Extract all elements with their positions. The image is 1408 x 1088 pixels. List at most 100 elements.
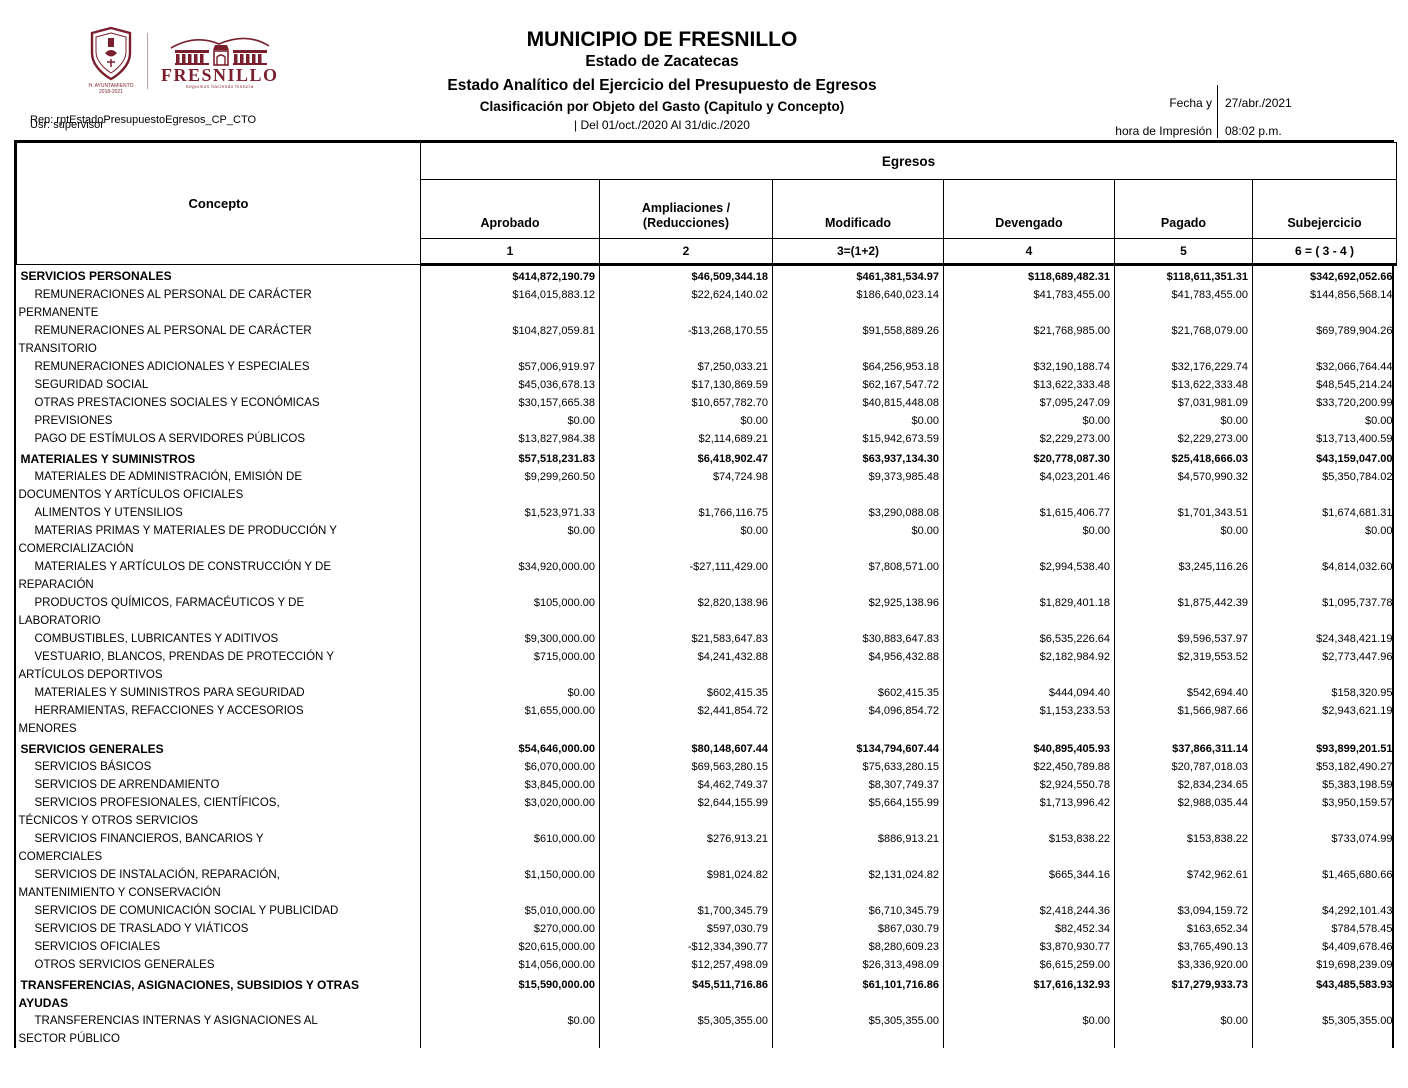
period-text: | Del 01/oct./2020 Al 31/dic./2020	[574, 118, 750, 132]
value-cell: $20,615,000.00	[420, 938, 600, 956]
report-title: Estado Analítico del Ejercicio del Presu…	[447, 77, 877, 94]
concept-cell: ALIMENTOS Y UTENSILIOS	[34, 507, 183, 519]
value-cell: $61,101,716.86	[772, 974, 944, 1012]
table-row: SERVICIOS DE INSTALACIÓN, REPARACIÓN, MA…	[17, 866, 1397, 902]
value-cell: $45,511,716.86	[599, 974, 773, 1012]
table-row: REMUNERACIONES AL PERSONAL DE CARÁCTER P…	[17, 286, 1397, 322]
value-cell: $981,024.82	[599, 866, 773, 902]
value-cell: $37,866,311.14	[1114, 738, 1253, 758]
value-cell: $19,698,239.09	[1251, 956, 1397, 974]
value-cell: $41,783,455.00	[943, 286, 1115, 322]
table-row: OTRAS PRESTACIONES SOCIALES Y ECONÓMICAS…	[17, 394, 1397, 412]
value-cell: $597,030.79	[599, 920, 773, 938]
value-cell: $43,485,583.93	[1251, 974, 1397, 1012]
concept-cell: SERVICIOS FINANCIEROS, BANCARIOS Y COMER…	[18, 833, 264, 863]
value-cell: $153,838.22	[943, 830, 1115, 866]
value-cell: $6,070,000.00	[420, 758, 600, 776]
value-cell: $5,664,155.99	[772, 794, 944, 830]
value-cell: $2,924,550.78	[943, 776, 1115, 794]
table-row: HERRAMIENTAS, REFACCIONES Y ACCESORIOS M…	[17, 702, 1397, 738]
value-cell: $1,875,442.39	[1114, 594, 1253, 630]
value-cell: $25,418,666.03	[1114, 448, 1253, 468]
value-cell: $30,157,665.38	[420, 394, 600, 412]
table-row: COMBUSTIBLES, LUBRICANTES Y ADITIVOS $9,3…	[17, 630, 1397, 648]
print-info-labels: Fecha y hora de Impresión	[1020, 89, 1212, 145]
fresnillo-wordmark: FRESNILLO	[161, 64, 279, 85]
value-cell: $63,937,134.30	[772, 448, 944, 468]
print-date-label: Fecha y	[1169, 96, 1212, 110]
value-cell: $21,768,985.00	[943, 322, 1115, 358]
value-cell: $75,633,280.15	[772, 758, 944, 776]
value-cell: $17,130,869.59	[599, 376, 773, 394]
value-cell: $1,700,345.79	[599, 902, 773, 920]
concept-cell: MATERIALES DE ADMINISTRACIÓN, EMISIÓN DE…	[18, 471, 303, 501]
concept-cell: SERVICIOS DE TRASLADO Y VIÁTICOS	[34, 923, 249, 935]
value-cell: $602,415.35	[599, 684, 773, 702]
table-row: TRANSFERENCIAS INTERNAS Y ASIGNACIONES A…	[17, 1012, 1397, 1048]
table-row: SERVICIOS FINANCIEROS, BANCARIOS Y COMER…	[17, 830, 1397, 866]
value-cell: $158,320.95	[1251, 684, 1397, 702]
value-cell: $0.00	[599, 522, 773, 558]
column-numbers-row: 1 2 3=(1+2) 4 5 6 = ( 3 - 4 )	[17, 238, 1398, 266]
value-cell: $54,646,000.00	[420, 738, 600, 758]
column-header: Aprobado	[420, 179, 600, 239]
value-cell: $4,409,678.46	[1251, 938, 1397, 956]
value-cell: $1,674,681.31	[1251, 504, 1397, 522]
value-cell: $2,441,854.72	[599, 702, 773, 738]
value-cell: $784,578.45	[1251, 920, 1397, 938]
value-cell: $10,657,782.70	[599, 394, 773, 412]
value-cell: $57,006,919.97	[420, 358, 600, 376]
value-cell: -$12,334,390.77	[599, 938, 773, 956]
value-cell: $610,000.00	[420, 830, 600, 866]
value-cell: $342,692,052.66	[1251, 264, 1397, 286]
concept-cell: TRANSFERENCIAS, ASIGNACIONES, SUBSIDIOS …	[18, 978, 360, 1010]
table-row: SEGURIDAD SOCIAL $45,036,678.13 $17,130,86…	[17, 376, 1397, 394]
value-cell: $0.00	[943, 412, 1115, 430]
value-cell: $7,095,247.09	[943, 394, 1115, 412]
concept-cell: REMUNERACIONES AL PERSONAL DE CARÁCTER T…	[18, 325, 312, 355]
value-cell: $5,305,355.00	[772, 1012, 944, 1048]
column-header: Ampliaciones / (Reducciones)	[599, 179, 773, 239]
value-cell: $444,094.40	[943, 684, 1115, 702]
value-cell: $104,827,059.81	[420, 322, 600, 358]
value-cell: $6,418,902.47	[599, 448, 773, 468]
concept-cell: SERVICIOS DE INSTALACIÓN, REPARACIÓN, MA…	[18, 869, 280, 899]
value-cell: $1,766,116.75	[599, 504, 773, 522]
value-cell: $4,096,854.72	[772, 702, 944, 738]
value-cell: $164,015,883.12	[420, 286, 600, 322]
value-cell: $886,913.21	[772, 830, 944, 866]
value-cell: $17,279,933.73	[1114, 974, 1253, 1012]
value-cell: $163,652.34	[1114, 920, 1253, 938]
user-text: Usr: supervisor	[30, 119, 104, 131]
state-subtitle: Estado de Zacatecas	[585, 53, 739, 70]
print-time-label: hora de Impresión	[1115, 124, 1212, 138]
value-cell: $3,950,159.57	[1251, 794, 1397, 830]
value-cell: $53,182,490.27	[1251, 758, 1397, 776]
value-cell: $91,558,889.26	[772, 322, 944, 358]
value-cell: $0.00	[1251, 522, 1397, 558]
concept-cell: MATERIALES Y SUMINISTROS	[20, 452, 196, 466]
value-cell: $715,000.00	[420, 648, 600, 684]
value-cell: $733,074.99	[1251, 830, 1397, 866]
value-cell: -$27,111,429.00	[599, 558, 773, 594]
table-row: SERVICIOS BÁSICOS $6,070,000.00 $69,563,28…	[17, 758, 1397, 776]
value-cell: $1,523,971.33	[420, 504, 600, 522]
value-cell: $0.00	[420, 684, 600, 702]
value-cell: $1,153,233.53	[943, 702, 1115, 738]
value-cell: $0.00	[1251, 412, 1397, 430]
value-cell: $3,870,930.77	[943, 938, 1115, 956]
concept-cell: MATERIAS PRIMAS Y MATERIALES DE PRODUCCI…	[18, 525, 337, 555]
value-cell: $9,596,537.97	[1114, 630, 1253, 648]
value-cell: $8,280,609.23	[772, 938, 944, 956]
value-cell: $1,465,680.66	[1251, 866, 1397, 902]
classification-subtitle: Clasificación por Objeto del Gasto (Capi…	[479, 99, 845, 114]
value-cell: $7,808,571.00	[772, 558, 944, 594]
table-row: REMUNERACIONES ADICIONALES Y ESPECIALES $…	[17, 358, 1397, 376]
column-number: 3=(1+2)	[772, 238, 944, 266]
value-cell: $12,257,498.09	[599, 956, 773, 974]
value-cell: $0.00	[599, 412, 773, 430]
value-cell: $2,644,155.99	[599, 794, 773, 830]
value-cell: $2,994,538.40	[943, 558, 1115, 594]
value-cell: $1,829,401.18	[943, 594, 1115, 630]
concept-cell: SEGURIDAD SOCIAL	[34, 379, 149, 391]
